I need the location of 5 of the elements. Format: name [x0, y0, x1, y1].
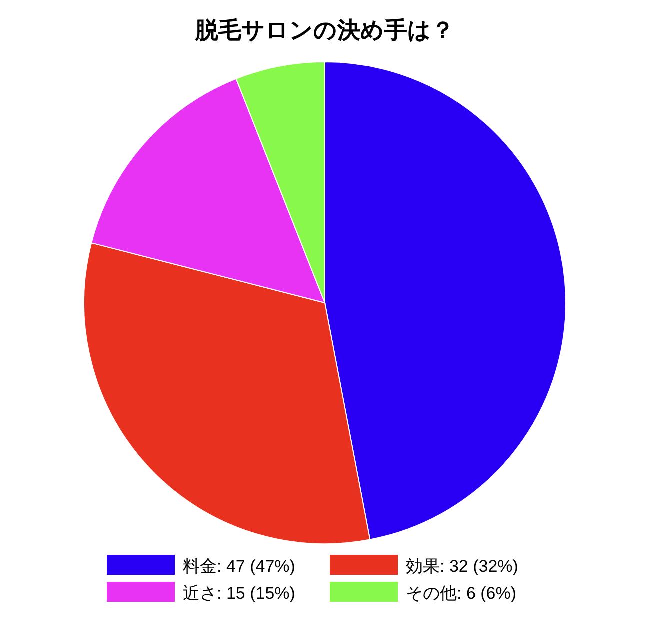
legend-label: 料金: 47 (47%) [183, 557, 296, 576]
legend-label: 近さ: 15 (15%) [183, 584, 296, 603]
legend-label: その他: 6 (6%) [406, 584, 517, 603]
legend-label: 効果: 32 (32%) [406, 557, 518, 576]
chart-title: 脱毛サロンの決め手は？ [194, 17, 454, 43]
